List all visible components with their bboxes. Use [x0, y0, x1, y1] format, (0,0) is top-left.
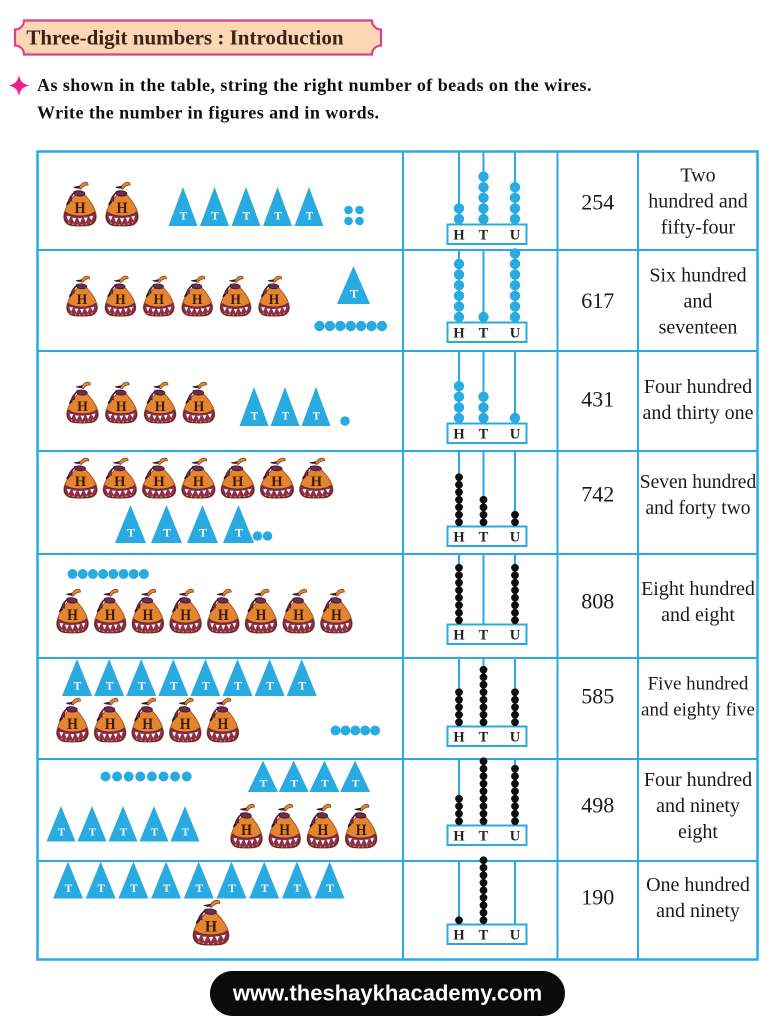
svg-text:fifty-four: fifty-four — [661, 217, 736, 239]
svg-text:T: T — [479, 427, 489, 443]
svg-text:hundred and: hundred and — [648, 191, 747, 213]
svg-text:742: 742 — [581, 481, 614, 506]
svg-text:T: T — [479, 928, 489, 944]
svg-text:T: T — [479, 530, 489, 546]
svg-text:H: H — [453, 427, 465, 443]
svg-text:and forty two: and forty two — [645, 498, 750, 519]
svg-text:www.theshaykhacademy.com: www.theshaykhacademy.com — [232, 981, 542, 1006]
svg-text:and ninety: and ninety — [656, 795, 740, 817]
svg-text:and thirty one: and thirty one — [642, 402, 753, 424]
svg-text:H: H — [453, 530, 465, 546]
svg-text:Write the number in figures an: Write the number in figures and in words… — [37, 103, 380, 123]
svg-text:H: H — [453, 326, 465, 342]
svg-text:808: 808 — [581, 588, 614, 613]
svg-text:Six hundred: Six hundred — [649, 265, 746, 287]
svg-text:U: U — [510, 928, 521, 944]
svg-text:As shown in the table, string: As shown in the table, string the right … — [37, 75, 592, 95]
svg-text:Four hundred: Four hundred — [644, 769, 752, 791]
svg-text:and eighty five: and eighty five — [641, 700, 755, 721]
svg-text:Two: Two — [680, 165, 715, 187]
svg-text:U: U — [510, 228, 521, 244]
svg-text:U: U — [510, 530, 521, 546]
svg-text:617: 617 — [581, 288, 614, 313]
svg-text:H: H — [453, 730, 465, 746]
svg-text:431: 431 — [581, 386, 614, 411]
svg-text:seventeen: seventeen — [659, 317, 738, 339]
svg-text:U: U — [510, 829, 521, 845]
svg-text:Four hundred: Four hundred — [644, 376, 752, 398]
svg-text:and: and — [684, 291, 713, 313]
svg-text:and eight: and eight — [661, 604, 735, 626]
svg-text:U: U — [510, 628, 521, 644]
svg-text:Seven hundred: Seven hundred — [640, 472, 757, 493]
svg-text:T: T — [479, 829, 489, 845]
svg-text:and ninety: and ninety — [656, 900, 740, 922]
svg-text:H: H — [453, 829, 465, 845]
svg-text:T: T — [479, 628, 489, 644]
svg-text:eight: eight — [678, 821, 718, 843]
svg-text:585: 585 — [581, 683, 614, 708]
svg-text:U: U — [510, 427, 521, 443]
svg-text:Eight hundred: Eight hundred — [641, 578, 755, 600]
svg-text:H: H — [453, 628, 465, 644]
svg-text:254: 254 — [581, 189, 614, 214]
svg-text:H: H — [453, 228, 465, 244]
svg-text:498: 498 — [581, 792, 614, 817]
svg-text:Five hundred: Five hundred — [648, 674, 749, 695]
svg-text:T: T — [479, 730, 489, 746]
svg-text:U: U — [510, 326, 521, 342]
svg-text:Three-digit numbers : Introduc: Three-digit numbers : Introduction — [26, 26, 343, 50]
svg-text:One hundred: One hundred — [646, 874, 750, 896]
svg-text:190: 190 — [581, 884, 614, 909]
svg-text:H: H — [453, 928, 465, 944]
svg-text:T: T — [479, 326, 489, 342]
svg-text:T: T — [479, 228, 489, 244]
svg-text:U: U — [510, 730, 521, 746]
